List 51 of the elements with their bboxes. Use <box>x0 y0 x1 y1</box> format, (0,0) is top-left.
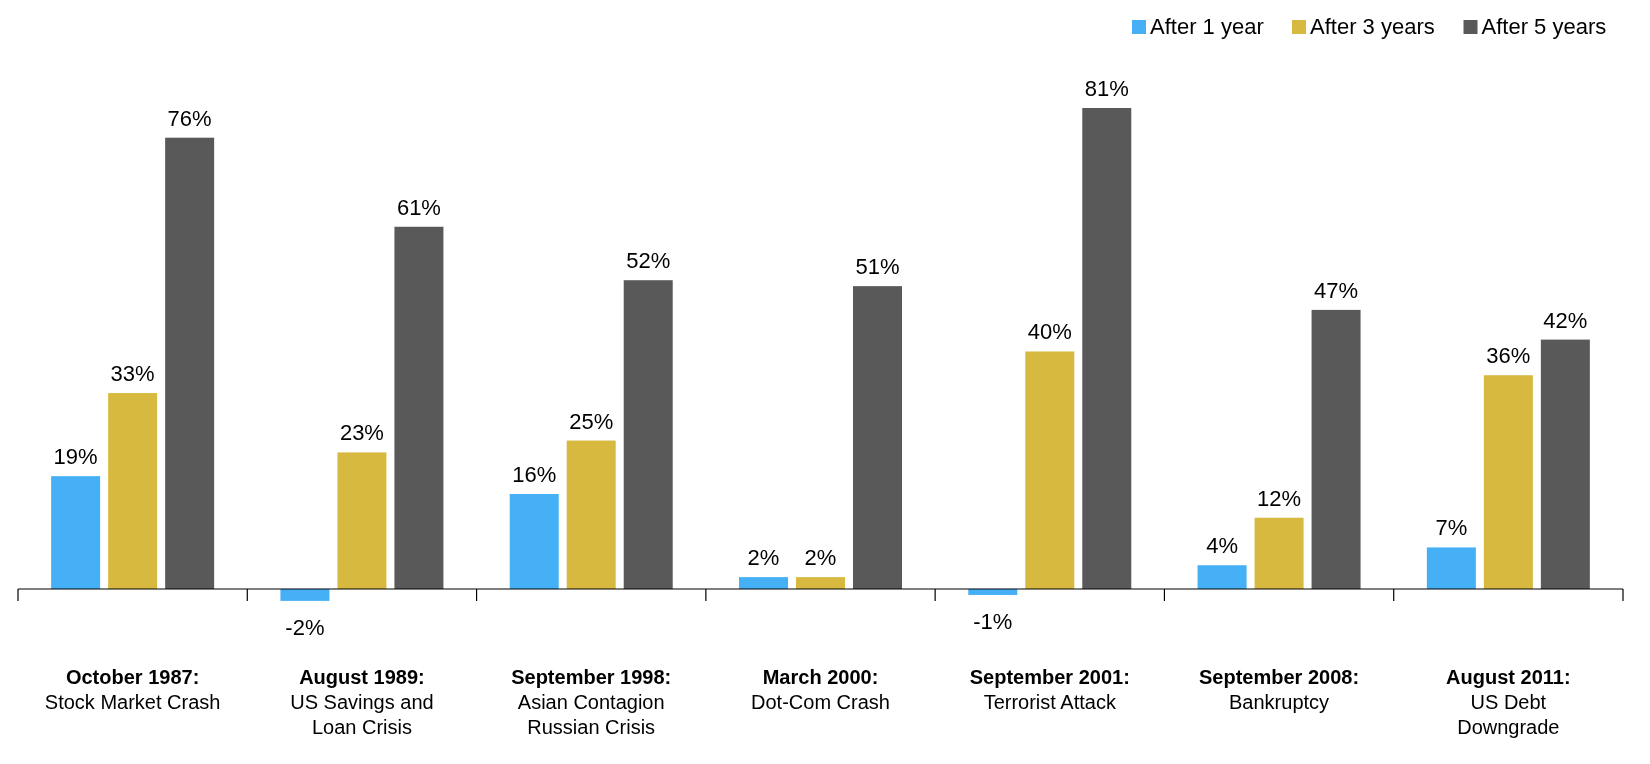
bar <box>1426 547 1476 589</box>
legend-label: After 1 year <box>1150 14 1264 39</box>
bar <box>1082 108 1132 589</box>
data-label: 33% <box>110 361 155 387</box>
data-label: 12% <box>1257 485 1302 511</box>
data-label: 23% <box>339 420 384 446</box>
bar <box>1197 565 1247 589</box>
x-tick-label: October 1987: Stock Market Crash <box>44 666 221 713</box>
bar <box>1254 517 1304 589</box>
data-label: 61% <box>396 194 441 220</box>
bar <box>280 589 330 601</box>
x-tick-label: August 2011: US Debt Downgrade <box>1446 666 1571 738</box>
legend-label: After 5 years <box>1481 14 1607 39</box>
bar <box>509 493 559 589</box>
x-tick-label: August 1989: US Savings and Loan Crisis <box>290 666 434 738</box>
data-label: 36% <box>1486 343 1531 369</box>
bar <box>1025 351 1075 589</box>
x-tick-label: September 2001: Terrorist Attack <box>969 666 1130 713</box>
bar <box>1540 339 1590 589</box>
x-tick-label: September 1998: Asian Contagion Russian Crisis <box>511 666 672 738</box>
bar <box>165 137 215 589</box>
data-label: 40% <box>1027 319 1072 345</box>
data-label: 25% <box>569 408 614 434</box>
data-label: 76% <box>167 105 212 131</box>
bar <box>1311 309 1361 589</box>
bar <box>796 577 845 589</box>
data-label: 51% <box>855 254 900 280</box>
data-label: 47% <box>1314 277 1359 303</box>
x-tick-label: September 2008: Bankruptcy <box>1199 666 1360 713</box>
legend-label: After 3 years <box>1310 14 1435 39</box>
bar <box>739 577 788 589</box>
data-label: -1% <box>973 608 1013 634</box>
data-label: -2% <box>285 614 325 640</box>
data-label: 81% <box>1084 76 1129 101</box>
bar <box>108 393 158 589</box>
data-label: 16% <box>512 461 557 487</box>
data-label: 19% <box>53 444 98 470</box>
bar <box>1483 375 1533 589</box>
data-label: 4% <box>1206 533 1238 559</box>
bar <box>394 226 444 589</box>
data-label: 2% <box>747 545 780 571</box>
data-label: 2% <box>804 545 837 571</box>
bar <box>853 286 902 589</box>
data-label: 52% <box>626 248 671 274</box>
bar <box>51 476 101 589</box>
x-tick-label: March 2000: Dot-Com Crash <box>751 666 890 713</box>
bar <box>566 440 616 589</box>
data-label: 7% <box>1435 515 1468 541</box>
bar <box>337 452 387 589</box>
bar <box>623 280 673 589</box>
data-label: 42% <box>1543 307 1588 333</box>
